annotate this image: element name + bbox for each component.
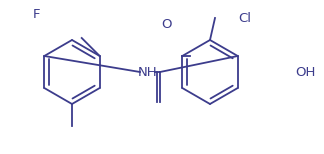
Text: F: F	[32, 8, 40, 20]
Text: Cl: Cl	[238, 12, 251, 24]
Text: OH: OH	[295, 65, 315, 79]
Text: O: O	[162, 18, 172, 30]
Text: NH: NH	[138, 65, 158, 79]
